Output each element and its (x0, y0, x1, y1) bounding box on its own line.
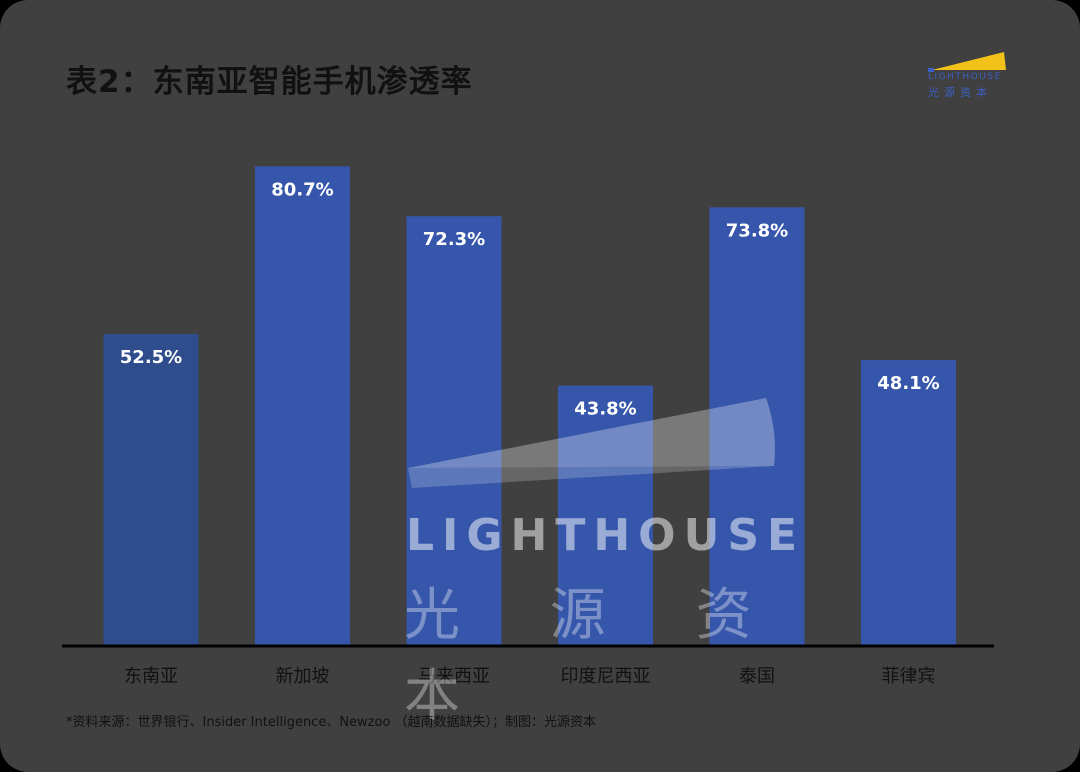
source-note: *资料来源：世界银行、Insider Intelligence、Newzoo （… (66, 715, 597, 730)
lighthouse-beam-icon (928, 52, 1006, 72)
category-label-3: 印度尼西亚 (561, 666, 651, 687)
category-label-1: 新加坡 (276, 666, 330, 687)
bar-3 (558, 385, 653, 646)
category-label-0: 东南亚 (124, 666, 178, 687)
data-label-0: 52.5% (120, 347, 182, 368)
data-label-5: 48.1% (877, 373, 939, 394)
bar-2 (406, 216, 502, 646)
data-label-1: 80.7% (271, 179, 333, 200)
bar-1 (255, 166, 350, 647)
data-label-4: 73.8% (726, 220, 788, 241)
category-label-4: 泰国 (739, 666, 775, 687)
logo-text: LIGHTHOUSE (928, 72, 1002, 82)
category-label-5: 菲律宾 (882, 666, 936, 687)
chart-title: 表2：东南亚智能手机渗透率 (66, 64, 473, 100)
bar-4 (709, 207, 805, 647)
data-label-3: 43.8% (574, 399, 636, 420)
bar-0 (103, 333, 199, 646)
category-label-2: 马来西亚 (418, 666, 490, 687)
lighthouse-logo: LIGHTHOUSE 光源资本 (926, 48, 1012, 104)
data-label-2: 72.3% (423, 229, 485, 250)
logo-cn: 光源资本 (928, 86, 992, 99)
bar-5 (861, 360, 956, 646)
